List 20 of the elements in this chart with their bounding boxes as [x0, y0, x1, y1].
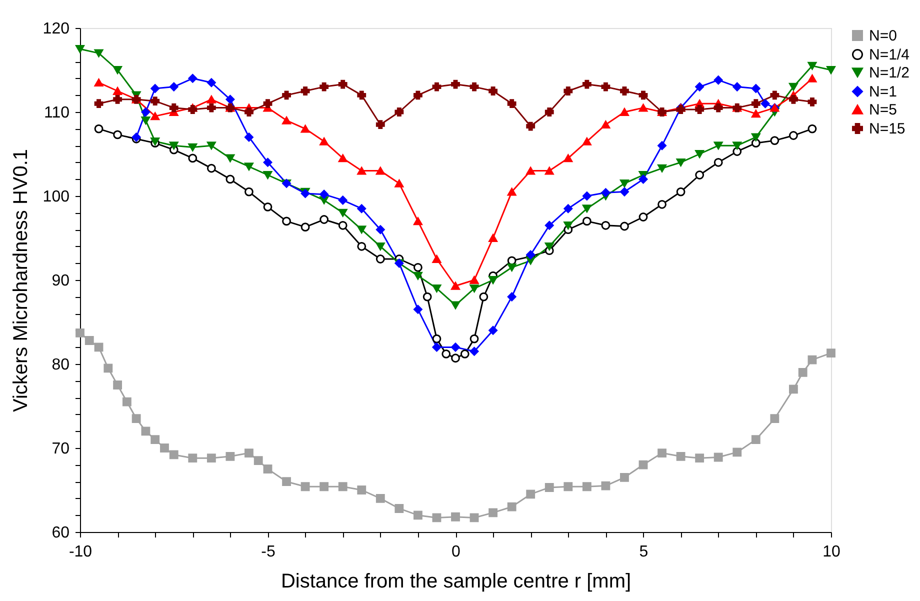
- y-tick-label: 90: [52, 272, 70, 290]
- y-tick-label: 110: [44, 104, 70, 122]
- y-axis-title: Vickers Microhardness HV0.1: [10, 148, 32, 412]
- x-tick-label: -10: [68, 544, 92, 560]
- legend-label: N=5: [869, 102, 897, 118]
- x-tick-label: 5: [639, 544, 648, 560]
- legend-label: N=1/4: [869, 46, 910, 64]
- x-axis-title: Distance from the sample centre r [mm]: [280, 570, 632, 592]
- legend-label: N=1/2: [869, 64, 910, 82]
- x-tick-label: -5: [261, 544, 276, 560]
- x-tick-label: 0: [452, 544, 461, 560]
- legend-label: N=0: [869, 28, 897, 44]
- y-tick-label: 60: [52, 524, 70, 542]
- legend-label: N=1: [869, 84, 897, 100]
- y-tick-label: 80: [52, 356, 70, 374]
- x-tick-label: 10: [822, 544, 840, 560]
- legend-label: N=15: [869, 120, 906, 138]
- y-tick-label: 120: [42, 20, 70, 38]
- y-tick-label: 100: [42, 188, 70, 206]
- y-tick-label: 70: [52, 440, 70, 458]
